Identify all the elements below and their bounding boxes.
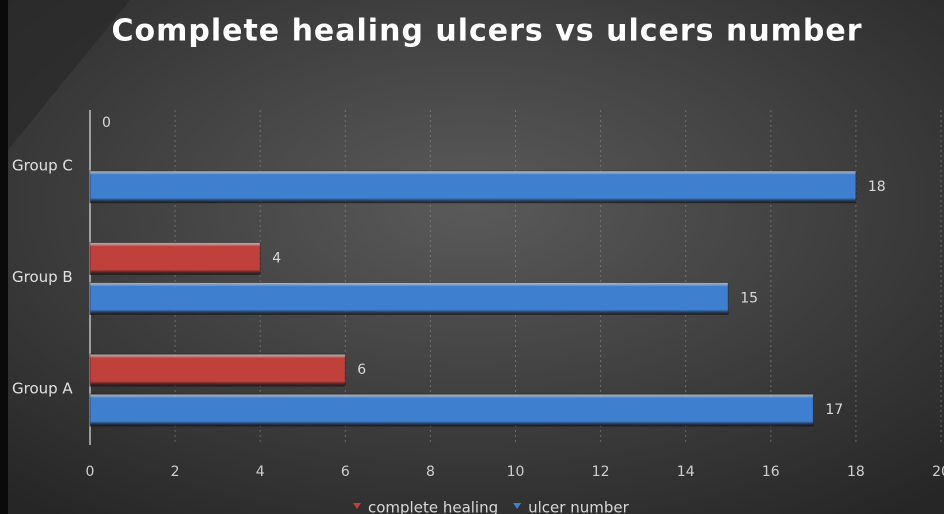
- y-tick-label: Group C: [12, 156, 73, 174]
- data-label: 4: [272, 251, 281, 267]
- data-label: 17: [825, 402, 843, 418]
- data-label: 0: [102, 115, 111, 131]
- x-tick-label: 6: [341, 464, 350, 480]
- x-tick-label: 8: [426, 464, 435, 480]
- x-tick-label: 16: [762, 464, 780, 480]
- x-tick-label: 14: [677, 464, 695, 480]
- x-tick-label: 0: [86, 464, 95, 480]
- bar: [89, 282, 729, 315]
- y-tick-label: Group B: [12, 268, 73, 286]
- data-label: 6: [357, 362, 366, 378]
- x-tick-label: 12: [592, 464, 610, 480]
- x-tick-label: 18: [847, 464, 865, 480]
- legend-marker: [513, 503, 522, 509]
- legend-marker: [353, 503, 361, 509]
- data-label: 15: [740, 291, 758, 307]
- bar: [89, 242, 261, 275]
- bar: [89, 170, 857, 204]
- corner-shade: [8, 0, 130, 150]
- x-tick-label: 2: [171, 464, 180, 480]
- left-edge: [0, 0, 8, 514]
- bar: [89, 353, 346, 387]
- x-tick-label: 10: [507, 464, 525, 480]
- chart-title: Complete healing ulcers vs ulcers number: [111, 14, 862, 49]
- y-tick-label: Group A: [12, 380, 73, 398]
- bar: [89, 393, 814, 427]
- data-label: 18: [868, 179, 886, 195]
- legend-label: ulcer number: [528, 499, 629, 514]
- x-tick-label: 20: [932, 464, 944, 480]
- x-tick-label: 4: [256, 464, 265, 480]
- legend-label: complete healing: [368, 499, 498, 514]
